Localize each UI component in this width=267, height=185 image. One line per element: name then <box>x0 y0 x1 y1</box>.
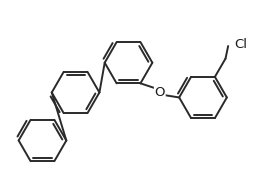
Text: O: O <box>155 85 165 99</box>
Text: Cl: Cl <box>234 38 247 51</box>
